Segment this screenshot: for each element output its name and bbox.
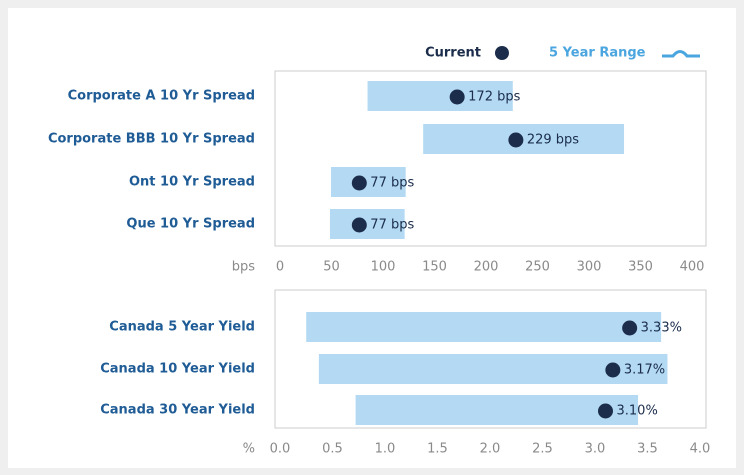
x-axis-unit: % bbox=[243, 442, 255, 457]
range-bar bbox=[355, 395, 639, 425]
x-tick-label: 4.0 bbox=[690, 442, 711, 457]
x-tick-label: 0.5 bbox=[322, 442, 343, 457]
category-label: Corporate A 10 Yr Spread bbox=[68, 89, 255, 104]
category-label: Ont 10 Yr Spread bbox=[129, 175, 255, 190]
x-tick-label: 2.5 bbox=[532, 442, 553, 457]
x-tick-label: 0 bbox=[276, 260, 284, 275]
x-tick-label: 250 bbox=[525, 260, 550, 275]
current-dot bbox=[449, 89, 465, 105]
x-tick-label: 400 bbox=[680, 260, 705, 275]
value-label: 3.33% bbox=[641, 321, 682, 336]
value-label: 3.10% bbox=[617, 404, 658, 419]
legend-range: 5 Year Range bbox=[549, 46, 646, 61]
x-tick-label: 2.0 bbox=[480, 442, 501, 457]
value-label: 172 bps bbox=[468, 90, 520, 105]
x-tick-label: 1.5 bbox=[427, 442, 448, 457]
category-label: Canada 10 Year Yield bbox=[100, 362, 255, 377]
category-label: Que 10 Yr Spread bbox=[126, 217, 255, 232]
current-dot bbox=[605, 362, 621, 378]
x-tick-label: 150 bbox=[422, 260, 447, 275]
range-bar bbox=[367, 81, 513, 111]
value-label: 77 bps bbox=[370, 176, 414, 191]
current-dot bbox=[351, 217, 367, 233]
current-dot bbox=[622, 320, 638, 336]
x-tick-label: 50 bbox=[323, 260, 340, 275]
legend-current-marker bbox=[495, 46, 509, 60]
x-axis-unit: bps bbox=[232, 260, 256, 275]
category-label: Corporate BBB 10 Yr Spread bbox=[48, 132, 255, 147]
x-tick-label: 200 bbox=[474, 260, 499, 275]
x-tick-label: 3.0 bbox=[585, 442, 606, 457]
value-label: 77 bps bbox=[370, 218, 414, 233]
x-tick-label: 0.0 bbox=[270, 442, 291, 457]
range-bar bbox=[329, 209, 405, 239]
value-label: 3.17% bbox=[624, 363, 665, 378]
x-tick-label: 300 bbox=[577, 260, 602, 275]
category-label: Canada 5 Year Yield bbox=[109, 320, 255, 335]
range-bar bbox=[306, 312, 662, 342]
range-bar bbox=[423, 124, 625, 154]
range-bar bbox=[330, 167, 406, 197]
x-tick-label: 350 bbox=[628, 260, 653, 275]
current-dot bbox=[508, 132, 524, 148]
x-tick-label: 3.5 bbox=[637, 442, 658, 457]
value-label: 229 bps bbox=[527, 133, 579, 148]
panel-frame bbox=[274, 289, 707, 429]
legend-current: Current bbox=[425, 46, 481, 61]
current-dot bbox=[598, 403, 613, 419]
current-dot bbox=[351, 175, 367, 191]
x-tick-label: 1.0 bbox=[375, 442, 396, 457]
panel-frame bbox=[274, 70, 707, 247]
category-label: Canada 30 Year Yield bbox=[100, 403, 255, 418]
legend-range-icon bbox=[662, 50, 700, 58]
x-tick-label: 100 bbox=[371, 260, 396, 275]
